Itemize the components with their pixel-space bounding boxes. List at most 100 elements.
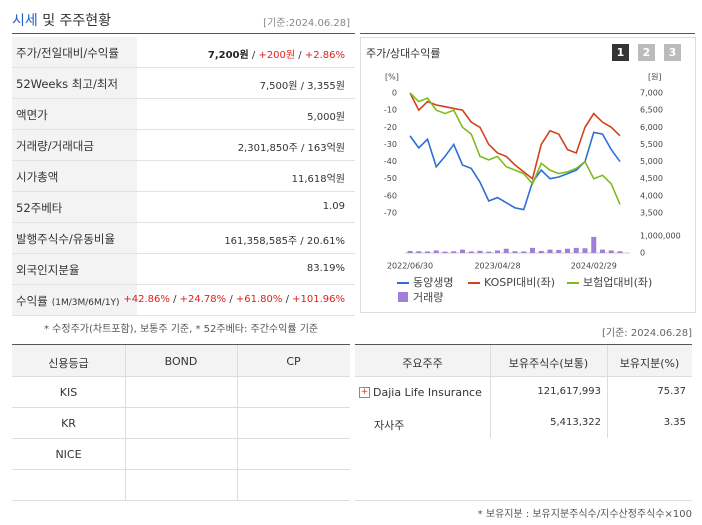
title-rest: 및 주주현황 (42, 13, 112, 29)
chart-panel (360, 37, 696, 313)
col-rule (125, 345, 126, 500)
label-text: 외국인지분율 (16, 263, 80, 277)
sh-date: [기준: 2024.06.28] (601, 328, 692, 339)
volume-bar (416, 251, 422, 253)
row-label: 시가총액 (16, 169, 58, 185)
legend-swatch (398, 292, 408, 302)
y-tick-label: -60 (384, 191, 397, 200)
title-main: 시세 (12, 13, 38, 29)
value-seg: 83.19% (306, 263, 345, 274)
rating-agency: NICE (55, 448, 82, 461)
tab[interactable]: 3 (664, 44, 681, 61)
y2-tick-label: 6,000 (640, 123, 663, 132)
col-header: 주요주주 (402, 357, 443, 370)
row-label: 액면가 (16, 107, 48, 123)
volume-bar (521, 251, 527, 253)
series-line (409, 92, 621, 205)
label-text: 시가총액 (16, 170, 59, 184)
y2-tick-label: 5,500 (640, 140, 663, 149)
volume-tick-label: 0 (640, 249, 645, 258)
label-text: 52주베타 (16, 201, 63, 215)
row-rule (137, 129, 355, 130)
value-seg: +101.96% (292, 294, 345, 305)
volume-bar (433, 250, 439, 253)
row-label: 주가/전일대비/수익률 (16, 45, 119, 61)
row-value: +42.86% / +24.78% / +61.80% / +101.96% (123, 294, 345, 305)
volume-bar (495, 250, 500, 253)
y-tick-label: -20 (384, 123, 397, 132)
summary-note: * 수정주가(차트포함), 보통주 기준, * 52주베타: 주간수익률 기준 (44, 324, 319, 335)
tab[interactable]: 2 (638, 44, 655, 61)
value-seg: / (226, 294, 236, 305)
volume-bar (530, 247, 535, 253)
row-value: 7,500원 / 3,355원 (260, 77, 345, 92)
x-tick-label: 2023/04/28 (474, 262, 520, 271)
row-rule (137, 98, 355, 99)
value-seg: / (295, 50, 305, 61)
value-seg: 161,358,585주 / 20.61% (224, 236, 345, 247)
volume-bar (503, 248, 509, 253)
tab[interactable]: 1 (612, 44, 629, 61)
row-rule (12, 469, 350, 470)
value-seg: +24.78% (179, 294, 227, 305)
value-seg: +2.86% (304, 50, 345, 61)
volume-bar (477, 250, 483, 253)
label-cell (12, 223, 137, 254)
label-cell (12, 285, 137, 316)
volume-bar (468, 251, 474, 253)
volume-bar (556, 249, 562, 253)
volume-bar (460, 249, 465, 253)
row-rule (137, 253, 355, 254)
sh-cell: 자사주 (374, 419, 405, 432)
table-rule (12, 344, 350, 345)
volume-bar (565, 248, 570, 253)
y-tick-label: -70 (384, 209, 397, 218)
sh-cell: 5,413,322 (550, 417, 601, 428)
value-seg: / (248, 50, 259, 61)
label-cell (12, 68, 137, 99)
row-rule (12, 407, 350, 408)
value-seg: +61.80% (235, 294, 283, 305)
label-text: 52Weeks 최고/최저 (16, 77, 118, 91)
y-tick-label: 0 (392, 89, 397, 98)
row-label: 거래량/거래대금 (16, 138, 94, 154)
volume-bar (573, 247, 579, 253)
label-note: (1M/3M/6M/1Y) (51, 298, 120, 308)
value-seg: 11,618억원 (291, 174, 345, 185)
y-tick-label: -10 (384, 106, 397, 115)
label-text: 발행주식수/유동비율 (16, 232, 116, 246)
value-seg: +200원 (258, 50, 296, 61)
row-value: 11,618억원 (292, 170, 345, 185)
y2-tick-label: 4,000 (640, 191, 663, 200)
col-rule (237, 345, 238, 500)
volume-bar (547, 249, 553, 253)
label-text: 수익률 (16, 294, 48, 308)
sh-cell: Dajia Life Insurance C… (373, 386, 485, 399)
row-label: 발행주식수/유동비율 (16, 231, 115, 247)
label-cell (12, 254, 137, 285)
volume-tick-label: 1,000,000 (640, 232, 681, 241)
row-value: 2,301,850주 / 163억원 (238, 139, 345, 154)
row-value: 161,358,585주 / 20.61% (224, 232, 345, 247)
legend-label: 보험업대비(좌) (583, 276, 652, 289)
volume-bar (591, 236, 597, 253)
rating-agency: KIS (59, 386, 78, 399)
volume-bar (407, 250, 413, 253)
sh-cell: 121,617,993 (537, 386, 601, 397)
header-date: [기준:2024.06.28] (263, 18, 350, 29)
row-label: 수익률 (1M/3M/6M/1Y) (16, 293, 120, 309)
expand-icon: + (359, 387, 370, 398)
value-seg: +42.86% (123, 294, 170, 305)
y2-tick-label: 3,500 (640, 209, 663, 218)
label-cell (12, 161, 137, 192)
y2-tick-label: 6,500 (640, 106, 663, 115)
value-seg: 2,301,850주 / 163억원 (237, 143, 345, 154)
value-seg: 7,200원 (207, 50, 249, 61)
sh-cell: 3.35 (663, 417, 686, 428)
header-rule (12, 33, 355, 34)
label-text: 주가/전일대비/수익률 (16, 46, 119, 60)
col-rule (490, 345, 491, 438)
legend-label: 거래량 (413, 291, 443, 304)
row-value: 1.09 (323, 201, 345, 212)
